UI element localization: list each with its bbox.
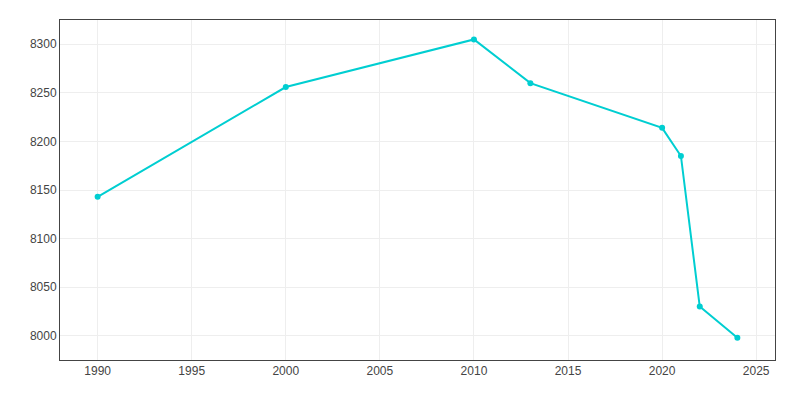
svg-text:2005: 2005 (367, 364, 394, 378)
svg-text:8100: 8100 (30, 232, 57, 246)
svg-text:1990: 1990 (84, 364, 111, 378)
svg-text:2000: 2000 (272, 364, 299, 378)
svg-text:8000: 8000 (30, 329, 57, 343)
svg-text:8050: 8050 (30, 280, 57, 294)
svg-text:2020: 2020 (649, 364, 676, 378)
svg-text:8150: 8150 (30, 183, 57, 197)
svg-text:8200: 8200 (30, 135, 57, 149)
svg-text:2015: 2015 (555, 364, 582, 378)
svg-text:8300: 8300 (30, 37, 57, 51)
svg-text:1995: 1995 (178, 364, 205, 378)
svg-text:2025: 2025 (743, 364, 770, 378)
svg-text:2010: 2010 (461, 364, 488, 378)
svg-text:8250: 8250 (30, 86, 57, 100)
